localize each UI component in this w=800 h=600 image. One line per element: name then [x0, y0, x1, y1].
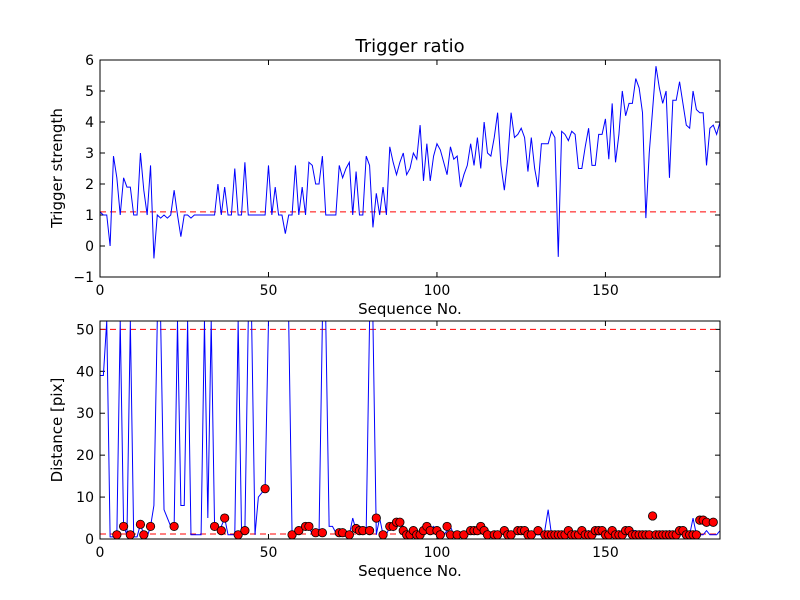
- bottom-data-point: [317, 528, 327, 538]
- top-y-tick-label: 2: [85, 177, 94, 193]
- top-x-tick-label: 0: [96, 283, 105, 299]
- bottom-ticks: 0 50 100 150 0 10 20 30 40 50: [76, 321, 720, 561]
- bottom-data-point: [294, 526, 304, 536]
- bottom-data-point: [169, 521, 179, 532]
- bottom-data-point: [395, 517, 405, 527]
- bottom-plot-area: [100, 321, 720, 539]
- bottom-data-point: [648, 511, 658, 521]
- bottom-data-point: [216, 526, 226, 536]
- bottom-data-point: [209, 521, 220, 532]
- bottom-data-point: [371, 513, 381, 523]
- bottom-data-point: [691, 530, 702, 540]
- bottom-data-point: [220, 513, 230, 523]
- bottom-data-point: [125, 530, 135, 540]
- distance-chart: Sequence No. Distance [pix] 0 50 100 150 0 10…: [48, 320, 721, 580]
- top-y-tick-label: 1: [85, 208, 94, 224]
- top-y-tick-label: 4: [85, 115, 94, 131]
- top-y-axis-label: Trigger strength: [48, 108, 66, 229]
- bottom-data-point: [260, 484, 270, 494]
- bottom-y-tick-label: 10: [76, 490, 94, 506]
- bottom-x-tick-label: 0: [96, 545, 105, 561]
- bottom-data-point: [344, 530, 354, 540]
- bottom-data-point: [240, 526, 250, 536]
- top-series: [100, 66, 720, 259]
- bottom-data-point: [364, 526, 375, 536]
- top-y-tick-label: −1: [73, 270, 94, 286]
- bottom-x-axis-label: Sequence No.: [358, 562, 462, 580]
- bottom-y-axis-label: Distance [pix]: [48, 378, 66, 483]
- bottom-x-tick-label: 150: [592, 545, 619, 561]
- bottom-data-point: [442, 521, 452, 532]
- top-x-tick-label: 100: [424, 283, 451, 299]
- bottom-plot-frame: [99, 320, 721, 540]
- bottom-data-point: [435, 530, 445, 540]
- bottom-data-point: [135, 519, 146, 529]
- top-y-tick-label: 0: [85, 239, 94, 255]
- top-y-tick-label: 6: [85, 53, 94, 69]
- top-x-tick-label: 150: [592, 283, 619, 299]
- top-x-tick-label: 50: [260, 283, 278, 299]
- trigger-ratio-chart: Trigger ratio Sequence No. Trigger stren…: [48, 36, 721, 318]
- bottom-data-point: [139, 530, 149, 540]
- top-y-tick-label: 3: [85, 146, 94, 162]
- bottom-y-tick-label: 40: [76, 364, 94, 380]
- bottom-data-point: [145, 521, 156, 532]
- bottom-y-tick-label: 30: [76, 406, 94, 422]
- bottom-y-tick-label: 20: [76, 448, 94, 464]
- top-plot-frame: [99, 59, 721, 278]
- top-y-tick-label: 5: [85, 84, 94, 100]
- bottom-y-tick-label: 50: [76, 322, 94, 338]
- bottom-data-point: [118, 521, 129, 532]
- bottom-x-tick-label: 100: [424, 545, 451, 561]
- bottom-data-point: [533, 526, 543, 536]
- bottom-y-tick-label: 0: [85, 532, 94, 548]
- bottom-data-point: [708, 517, 718, 527]
- top-series-line: [100, 66, 720, 259]
- bottom-data-point: [378, 530, 388, 540]
- bottom-data-point: [304, 521, 314, 532]
- bottom-data-point: [112, 530, 122, 540]
- top-chart-title: Trigger ratio: [354, 36, 464, 57]
- top-x-axis-label: Sequence No.: [358, 300, 462, 318]
- bottom-x-tick-label: 50: [260, 545, 278, 561]
